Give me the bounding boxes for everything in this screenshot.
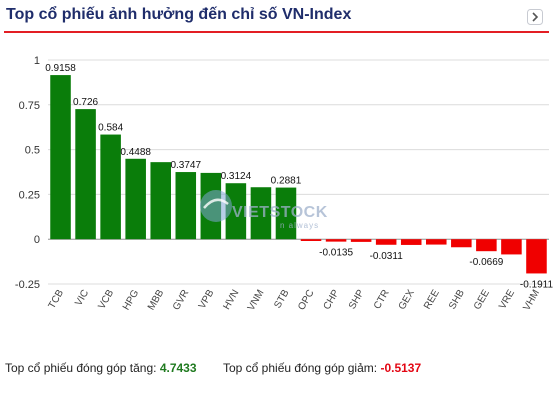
y-tick-label: 0.25 xyxy=(19,189,40,201)
bar-vre xyxy=(501,239,522,255)
bar-hpg xyxy=(125,158,146,240)
x-tick-label: VCB xyxy=(96,288,116,312)
bar-vnm xyxy=(250,187,272,240)
y-tick-label: 0.5 xyxy=(25,145,40,157)
x-tick-label: TCB xyxy=(47,288,67,311)
bar-chp xyxy=(325,239,347,242)
vietstock-logo xyxy=(198,188,234,229)
summary-footer: Top cổ phiếu đóng góp tăng: 4.7433 Top c… xyxy=(5,361,421,375)
x-tick-label: REE xyxy=(422,288,442,312)
bar-ctr xyxy=(375,239,397,245)
x-tick-label: VNM xyxy=(246,288,267,313)
x-tick-label: VHM xyxy=(521,288,542,313)
gain-value: 4.7433 xyxy=(159,361,197,375)
data-label: 0.4488 xyxy=(120,147,151,158)
bar-gee xyxy=(476,239,497,252)
x-tick-label: CHP xyxy=(322,288,342,312)
data-label: 0.2881 xyxy=(271,176,302,187)
bar-gex xyxy=(400,239,422,245)
title-underline xyxy=(4,31,549,33)
panel-header: Top cổ phiếu ảnh hưởng đến chỉ số VN-Ind… xyxy=(0,0,553,34)
bar-chart: 1 0.75 0.5 0.25 0 -0.25 0.9158 TCB 0.726 VIC 0.584… xyxy=(15,55,553,313)
bar-vhm xyxy=(526,239,547,274)
y-tick-label: 0 xyxy=(34,234,40,246)
x-tick-label: SHB xyxy=(447,288,467,312)
bar-opc xyxy=(300,239,322,241)
data-label: -0.0311 xyxy=(370,251,404,262)
loss-label: Top cổ phiếu đóng góp giảm: xyxy=(222,361,378,375)
y-tick-label: 0.75 xyxy=(19,100,40,112)
data-label: -0.1911 xyxy=(520,279,553,290)
x-tick-label: VIC xyxy=(73,288,91,308)
bar-shp xyxy=(350,239,372,242)
bar-vic xyxy=(75,109,96,240)
bar-shb xyxy=(451,239,472,248)
chevron-right-icon[interactable] xyxy=(527,9,543,25)
data-label: 0.9158 xyxy=(45,63,76,74)
loss-value: -0.5137 xyxy=(380,361,422,375)
y-tick-label: 1 xyxy=(34,55,40,67)
x-tick-label: HPG xyxy=(121,288,141,312)
x-tick-label: VRE xyxy=(497,288,517,312)
bar-gvr xyxy=(175,172,197,240)
data-label: 0.3124 xyxy=(221,171,252,182)
data-label: 0.726 xyxy=(73,97,98,108)
data-label: -0.0135 xyxy=(319,248,353,259)
bar-stb xyxy=(275,187,297,240)
data-label: -0.0669 xyxy=(469,257,503,268)
x-tick-label: GEX xyxy=(397,288,417,312)
bar-tcb xyxy=(50,75,71,240)
data-label: 0.584 xyxy=(98,123,123,134)
x-tick-label: SHP xyxy=(347,288,367,312)
x-tick-label: VPB xyxy=(197,288,217,311)
watermark-suffix: STOCK xyxy=(269,204,328,221)
x-tick-label: HVN xyxy=(221,288,241,312)
x-tick-label: CTR xyxy=(372,288,392,311)
bar-vcb xyxy=(100,134,121,240)
page-title: Top cổ phiếu ảnh hưởng đến chỉ số VN-Ind… xyxy=(6,6,352,23)
watermark-tagline: n always xyxy=(280,221,320,230)
x-tick-label: OPC xyxy=(296,288,316,312)
x-tick-label: GEE xyxy=(472,288,492,312)
data-label: 0.3747 xyxy=(170,160,201,171)
x-tick-label: MBB xyxy=(146,288,167,313)
gain-label: Top cổ phiếu đóng góp tăng: xyxy=(5,361,157,375)
x-tick-label: STB xyxy=(272,288,291,311)
bar-ree xyxy=(426,239,447,245)
bar-hvn xyxy=(225,183,247,240)
y-tick-label: -0.25 xyxy=(15,279,40,291)
bar-mbb xyxy=(150,162,171,240)
watermark-text: VIETSTOCK xyxy=(232,204,328,222)
watermark-prefix: VIET xyxy=(232,204,270,221)
x-tick-label: GVR xyxy=(171,288,191,312)
